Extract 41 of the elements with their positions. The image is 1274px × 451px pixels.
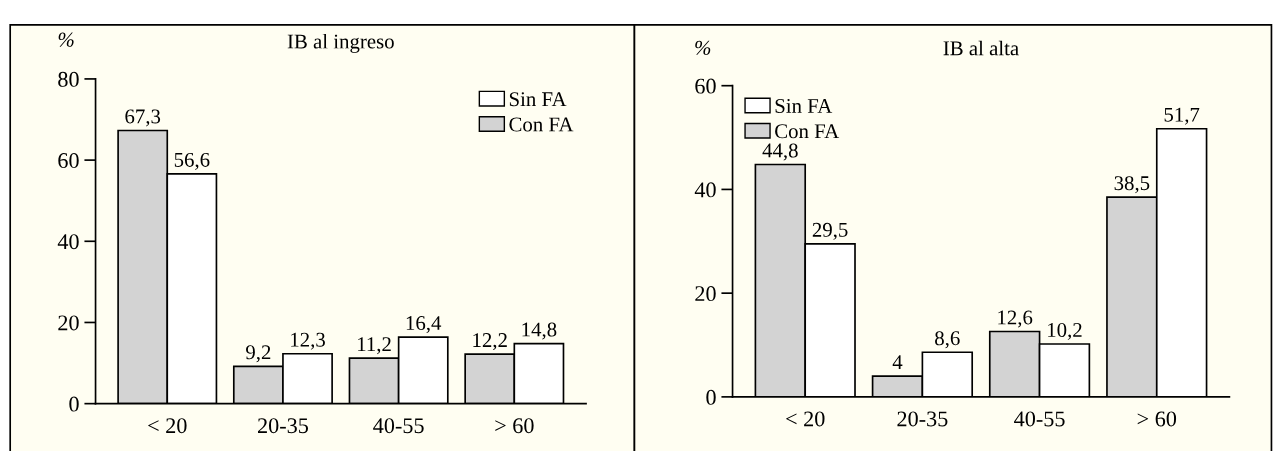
data-label: 38,5 [1114,176,1150,194]
y-axis-title: % [695,40,711,55]
data-label: 56,6 [174,152,210,170]
legend-label: Con FA [509,117,574,132]
x-tick-label: 20-35 [258,418,309,434]
data-label: 11,2 [358,337,391,355]
y-tick-label: 80 [58,71,79,87]
data-label: 10,2 [1048,322,1082,340]
y-tick-label: 40 [57,234,79,250]
data-label: 9,2 [246,345,271,363]
x-tick-label: > 60 [495,418,534,434]
legend-label: Con FA [775,124,840,139]
y-tick-label: 60 [695,78,716,94]
y-tick-label: 20 [695,286,716,302]
data-label: 67,3 [125,109,161,127]
y-tick-label: 20 [58,315,79,331]
data-label: 16,4 [406,316,442,334]
y-axis-title: % [58,32,74,47]
data-label: 14,8 [522,322,557,340]
data-label: 12,6 [998,310,1033,328]
y-tick-label: 60 [58,153,79,169]
data-label: 12,3 [291,332,325,350]
x-tick-label: 40-55 [373,418,424,434]
data-label: 12,2 [473,333,507,351]
data-label: 29,5 [812,222,848,240]
x-tick-label: 20-35 [897,411,948,427]
chart-title: IB al ingreso [287,33,394,53]
data-label: 8,6 [935,331,960,349]
x-tick-label: < 20 [786,411,825,427]
legend-label: Sin FA [509,92,567,107]
x-tick-label: 40-55 [1014,411,1065,427]
y-tick-label: 40 [694,182,716,198]
chart-title: IB al alta [943,40,1019,56]
y-tick-label: 0 [69,396,79,412]
y-tick-label: 0 [706,389,716,405]
x-tick-label: < 20 [148,418,187,434]
data-label: 4 [892,355,903,369]
data-label: 44,8 [762,143,798,161]
legend-label: Sin FA [775,98,833,113]
x-tick-label: > 60 [1137,411,1177,427]
data-label: 51,7 [1164,107,1200,125]
